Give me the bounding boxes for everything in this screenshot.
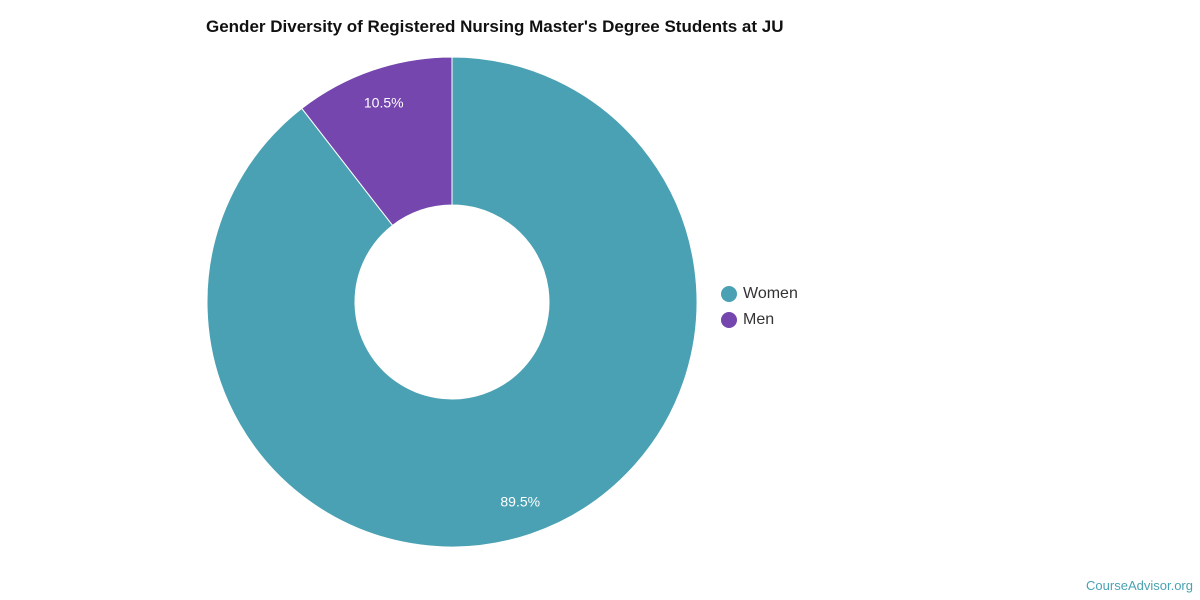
credit-link[interactable]: CourseAdvisor.org [1086,578,1193,593]
legend-item-women[interactable]: Women [721,281,798,307]
legend-label: Women [743,285,798,302]
legend-label: Men [743,311,775,328]
chart-title: Gender Diversity of Registered Nursing M… [206,17,784,36]
slice-women[interactable] [206,56,698,548]
legend-swatch-women [721,286,737,302]
data-label-women: 89.5% [500,493,540,509]
legend-swatch-men [721,312,737,328]
legend: Women Men [721,281,798,333]
legend-item-men[interactable]: Men [721,307,798,333]
data-label-men: 10.5% [364,95,404,111]
slice-men[interactable] [301,56,453,227]
